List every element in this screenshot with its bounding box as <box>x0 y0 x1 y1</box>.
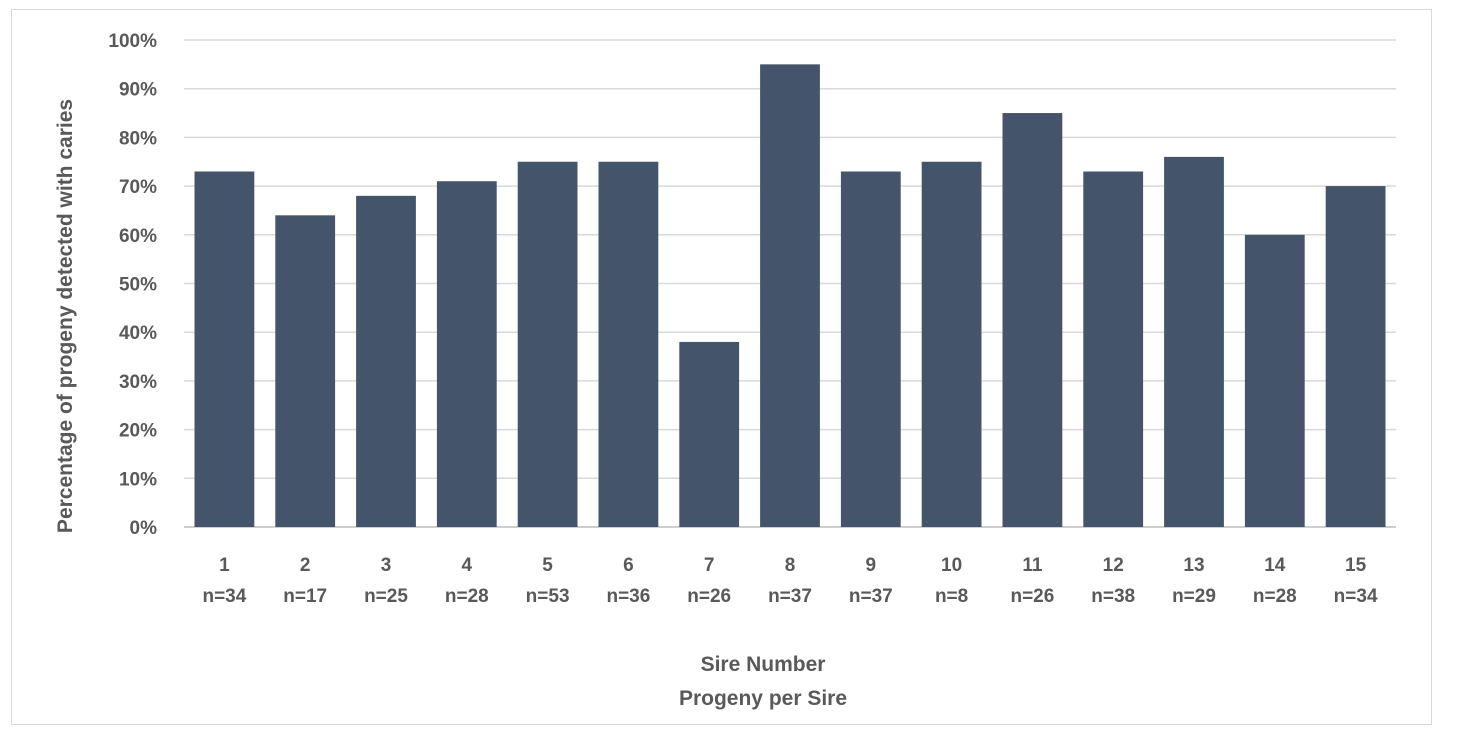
y-tick-label: 100% <box>108 31 157 52</box>
y-tick-label: 70% <box>119 177 157 198</box>
y-axis-title: Percentage of progeny detected with cari… <box>54 99 77 533</box>
x-tick-sublabel: n=28 <box>1253 586 1297 607</box>
x-tick-sublabel: n=28 <box>445 586 489 607</box>
bar-sire-4 <box>436 181 497 528</box>
x-tick-sublabel: n=26 <box>687 586 731 607</box>
x-tick-label: 7 <box>704 555 715 576</box>
x-tick-sublabel: n=8 <box>935 586 968 607</box>
y-tick-label: 60% <box>119 226 157 247</box>
x-tick-sublabel: n=53 <box>526 586 570 607</box>
x-tick-label: 1 <box>219 555 230 576</box>
y-tick-label: 90% <box>119 80 157 101</box>
x-axis-ticks: 1 n=34 2 n=17 3 n=25 4 n=28 5 n=53 6 n=36 7 n=26 8 n=37… <box>202 555 1377 607</box>
x-tick-sublabel: n=37 <box>849 586 893 607</box>
x-tick-label: 8 <box>785 555 796 576</box>
x-tick-sublabel: n=36 <box>606 586 650 607</box>
bar-sire-6 <box>598 161 659 527</box>
y-tick-label: 80% <box>119 128 157 149</box>
x-tick-label: 5 <box>542 555 553 576</box>
x-axis-title: Sire Number <box>701 653 826 676</box>
x-tick-label: 13 <box>1183 555 1204 576</box>
bar-sire-12 <box>1083 171 1144 528</box>
y-tick-label: 20% <box>119 421 157 442</box>
x-tick-sublabel: n=26 <box>1010 586 1054 607</box>
bar-sire-8 <box>760 64 820 527</box>
x-axis-subtitle: Progeny per Sire <box>679 687 847 710</box>
x-tick-sublabel: n=38 <box>1091 586 1135 607</box>
x-tick-label: 14 <box>1264 555 1286 576</box>
y-tick-label: 10% <box>119 469 157 490</box>
bar-sire-5 <box>517 161 578 527</box>
x-tick-label: 12 <box>1103 555 1124 576</box>
bar-sire-1 <box>194 171 255 528</box>
bar-sire-13 <box>1164 156 1224 527</box>
bar-sire-11 <box>1002 113 1063 528</box>
x-tick-label: 10 <box>941 555 962 576</box>
y-tick-label: 40% <box>119 323 157 344</box>
x-tick-label: 11 <box>1022 555 1043 576</box>
y-tick-label: 50% <box>119 275 157 296</box>
x-tick-sublabel: n=29 <box>1172 586 1216 607</box>
x-tick-sublabel: n=34 <box>202 586 246 607</box>
x-tick-label: 9 <box>866 555 877 576</box>
x-tick-sublabel: n=17 <box>283 586 327 607</box>
bar-sire-14 <box>1244 234 1305 528</box>
x-tick-sublabel: n=34 <box>1334 586 1378 607</box>
bar-sire-3 <box>356 195 416 527</box>
x-tick-label: 4 <box>462 555 473 576</box>
bar-sire-9 <box>840 171 901 528</box>
bars <box>194 64 1386 528</box>
x-tick-label: 3 <box>381 555 392 576</box>
bar-sire-2 <box>275 215 336 527</box>
bar-sire-15 <box>1325 186 1386 527</box>
x-tick-sublabel: n=37 <box>768 586 812 607</box>
y-tick-label: 0% <box>130 518 158 539</box>
x-tick-label: 6 <box>623 555 634 576</box>
bar-sire-10 <box>921 161 982 527</box>
y-tick-label: 30% <box>119 372 157 393</box>
bar-sire-7 <box>679 341 740 527</box>
x-tick-label: 2 <box>300 555 311 576</box>
y-axis-ticks: 0% 10% 20% 30% 40% 50% 60% 70% 80% 90% 100% <box>108 31 157 539</box>
x-tick-label: 15 <box>1345 555 1367 576</box>
x-tick-sublabel: n=25 <box>364 586 408 607</box>
